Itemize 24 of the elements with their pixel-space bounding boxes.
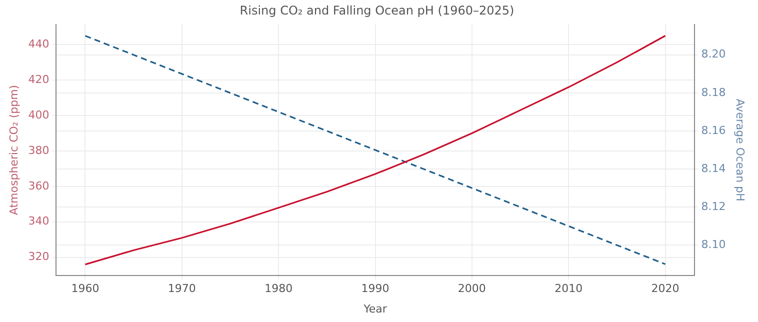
y-tick-label: 380 (28, 144, 50, 157)
y2-tick-label: 8.20 (701, 48, 726, 61)
x-tick-label: 1970 (168, 282, 196, 296)
x-tick-label: 1990 (361, 282, 390, 296)
y-tick-label: 340 (28, 214, 50, 228)
y-tick-label: 440 (28, 37, 50, 50)
y-tick-label: 400 (28, 108, 50, 122)
x-tick-label: 1960 (71, 282, 100, 296)
y2-tick-label: 8.16 (701, 124, 726, 137)
chart-title: Rising CO₂ and Falling Ocean pH (1960–2025) (240, 3, 514, 18)
y-tick-label: 320 (28, 250, 50, 264)
y2-tick-label: 8.12 (701, 200, 726, 213)
y2-axis-title: Average Ocean pH (734, 98, 747, 202)
y2-tick-label: 8.18 (701, 86, 726, 99)
y-tick-label: 360 (28, 179, 50, 192)
x-tick-label: 2000 (458, 282, 486, 296)
y-tick-label: 420 (28, 72, 50, 86)
x-tick-label: 2020 (651, 282, 680, 296)
x-tick-label: 1980 (264, 282, 293, 296)
x-tick-label: 2010 (554, 282, 583, 296)
y-axis-title: Atmospheric CO₂ (ppm) (7, 84, 20, 216)
y2-tick-label: 8.14 (701, 162, 726, 175)
x-axis-title: Year (362, 302, 388, 316)
y2-tick-label: 8.10 (701, 238, 726, 252)
